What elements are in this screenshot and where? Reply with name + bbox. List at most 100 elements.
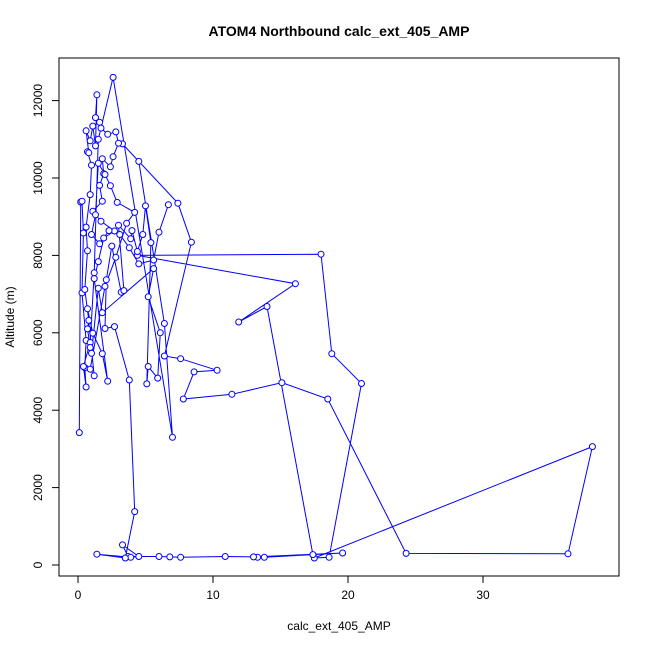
- data-point: [328, 350, 336, 358]
- y-tick-label: 6000: [31, 319, 45, 346]
- data-point: [309, 551, 317, 559]
- data-point: [101, 171, 109, 178]
- data-point: [88, 349, 95, 357]
- data-point: [92, 211, 99, 219]
- data-point: [94, 284, 102, 292]
- x-tick-label: 0: [75, 588, 82, 602]
- data-point: [88, 231, 95, 238]
- data-point: [101, 325, 109, 332]
- data-point: [324, 395, 332, 403]
- data-point: [96, 240, 104, 248]
- data-point: [86, 191, 94, 199]
- data-point: [235, 318, 243, 326]
- data-point: [92, 114, 99, 122]
- data-point: [125, 376, 133, 384]
- data-point: [166, 553, 174, 561]
- data-point: [123, 219, 131, 227]
- data-point: [127, 235, 135, 243]
- data-point: [139, 231, 147, 238]
- data-point: [228, 390, 236, 398]
- y-tick-label: 12000: [31, 84, 45, 118]
- data-point: [94, 159, 102, 167]
- data-point: [84, 247, 91, 255]
- data-point: [115, 139, 122, 147]
- y-axis-label: Altitude (m): [3, 286, 17, 347]
- data-point: [105, 227, 113, 235]
- data-point: [109, 73, 117, 81]
- data-point: [164, 201, 172, 209]
- data-point: [144, 293, 152, 301]
- data-point: [155, 228, 163, 236]
- data-point: [98, 350, 106, 358]
- data-point: [81, 286, 89, 293]
- x-axis: 0 10 20 30: [75, 575, 490, 602]
- data-point: [92, 142, 99, 150]
- x-tick-label: 20: [341, 588, 355, 602]
- data-point: [90, 275, 98, 283]
- data-point: [142, 202, 149, 210]
- data-point: [260, 553, 268, 561]
- data-point: [154, 374, 162, 382]
- data-point: [86, 365, 94, 373]
- data-point: [78, 197, 86, 205]
- x-axis-label: calc_ext_405_AMP: [287, 619, 390, 633]
- data-point: [187, 238, 195, 246]
- data-point: [317, 250, 325, 258]
- data-point: [133, 248, 141, 255]
- y-tick-label: 0: [31, 561, 45, 568]
- data-point: [98, 155, 106, 163]
- data-point: [150, 256, 158, 264]
- data-point: [325, 553, 333, 561]
- data-point: [116, 231, 124, 238]
- data-point: [82, 127, 90, 135]
- data-point: [89, 122, 97, 130]
- data-point: [112, 128, 120, 136]
- data-point: [135, 157, 143, 165]
- x-tick-label: 10: [206, 588, 220, 602]
- data-point: [160, 352, 168, 360]
- data-point: [169, 433, 176, 441]
- data-point: [94, 135, 102, 143]
- data-point: [97, 217, 105, 225]
- data-point: [111, 323, 118, 331]
- data-point: [278, 379, 286, 387]
- data-point: [84, 305, 91, 313]
- data-point: [102, 276, 110, 284]
- data-point: [150, 265, 158, 273]
- data-point: [177, 355, 185, 363]
- data-point: [75, 429, 83, 437]
- data-point: [135, 260, 143, 268]
- data-point: [85, 316, 93, 324]
- plot-frame: [58, 57, 620, 577]
- data-point: [101, 282, 109, 290]
- data-point: [94, 258, 102, 266]
- data-point: [88, 161, 95, 169]
- data-point: [79, 229, 87, 237]
- x-tick-label: 30: [476, 588, 490, 602]
- y-tick-label: 8000: [31, 242, 45, 269]
- y-tick-label: 2000: [31, 474, 45, 501]
- data-point: [109, 153, 117, 161]
- data-point: [147, 239, 155, 247]
- data-point: [82, 383, 90, 391]
- data-point: [143, 380, 151, 388]
- data-point: [221, 553, 229, 560]
- data-point: [84, 325, 91, 333]
- data-point: [135, 553, 143, 560]
- data-point: [156, 329, 164, 337]
- data-point: [93, 550, 101, 558]
- data-point: [98, 309, 106, 317]
- data-point: [120, 287, 128, 295]
- data-point: [104, 377, 112, 385]
- data-point: [108, 242, 116, 250]
- data-point: [177, 553, 185, 561]
- data-point: [121, 554, 129, 562]
- data-point: [85, 149, 93, 157]
- data-point: [96, 118, 104, 126]
- data-point: [179, 395, 187, 403]
- data-point: [291, 280, 299, 288]
- data-point: [131, 208, 139, 216]
- data-point: [155, 553, 163, 560]
- data-point: [115, 221, 122, 229]
- data-point: [402, 549, 410, 557]
